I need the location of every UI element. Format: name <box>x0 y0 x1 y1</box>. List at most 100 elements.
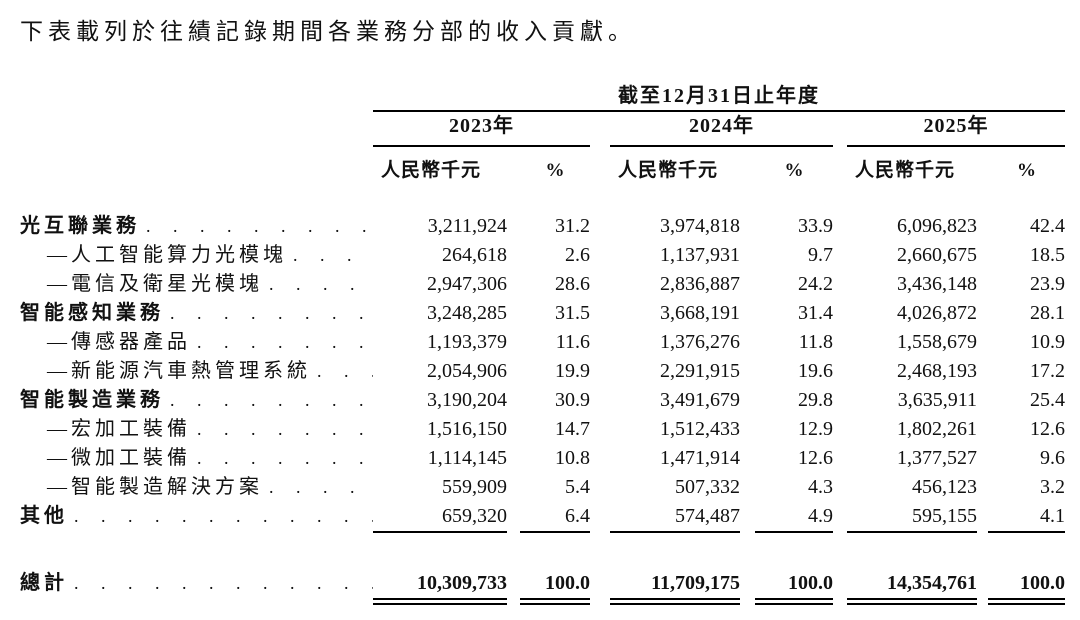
total-percent-2023: 100.0 <box>520 569 590 605</box>
unit-label-2024: 人民幣千元 <box>618 160 719 181</box>
percent-2024: 4.9 <box>755 502 833 533</box>
row-label-cell: 其他 <box>20 502 373 533</box>
total-amount-2025: 14,354,761 <box>847 569 977 605</box>
percent-2023: 5.4 <box>565 476 590 498</box>
percent-label-2025: % <box>1017 160 1036 181</box>
unit-label-2025: 人民幣千元 <box>855 160 956 181</box>
percent-2024: 33.9 <box>798 215 833 237</box>
amount-2025: 1,377,527 <box>897 447 977 469</box>
row-label-cell: —宏加工裝備 <box>20 415 373 444</box>
amount-2024: 507,332 <box>675 476 740 498</box>
leader-dots <box>146 212 373 241</box>
amount-2023: 1,516,150 <box>427 418 507 440</box>
row-label-text: 智能製造業務 <box>20 389 164 411</box>
amount-2024: 3,491,679 <box>660 389 740 411</box>
row-label-cell: 智能感知業務 <box>20 299 373 328</box>
amount-2023: 3,248,285 <box>427 302 507 324</box>
percent-2024: 24.2 <box>798 273 833 295</box>
total-amount-2023: 10,309,733 <box>373 569 507 605</box>
table-row: 智能製造業務 3,190,204 30.9 3,491,679 29.8 3,6… <box>20 386 1065 415</box>
row-label-cell: 光互聯業務 <box>20 212 373 241</box>
row-label-cell: 智能製造業務 <box>20 386 373 415</box>
percent-2025: 18.5 <box>1030 244 1065 266</box>
percent-2025: 10.9 <box>1030 331 1065 353</box>
amount-2025: 1,558,679 <box>897 331 977 353</box>
amount-2024: 1,376,276 <box>660 331 740 353</box>
amount-2025: 2,660,675 <box>897 244 977 266</box>
percent-2023: 6.4 <box>520 502 590 533</box>
table-row: —智能製造解決方案 559,909 5.4 507,332 4.3 456,12… <box>20 473 1065 502</box>
row-label-cell: —微加工裝備 <box>20 444 373 473</box>
leader-dots <box>293 241 373 270</box>
row-label-text: —人工智能算力光模塊 <box>47 244 287 266</box>
table-row: 光互聯業務 3,211,924 31.2 3,974,818 33.9 6,09… <box>20 212 1065 241</box>
leader-dots <box>269 270 373 299</box>
leader-dots <box>170 386 373 415</box>
amount-2025: 4,026,872 <box>897 302 977 324</box>
percent-2024: 19.6 <box>798 360 833 382</box>
amount-2025: 1,802,261 <box>897 418 977 440</box>
percent-2024: 4.3 <box>808 476 833 498</box>
amount-2024: 2,291,915 <box>660 360 740 382</box>
amount-2024: 3,668,191 <box>660 302 740 324</box>
year-header-row: 2023年 2024年 2025年 <box>20 112 1065 147</box>
percent-2025: 42.4 <box>1030 215 1065 237</box>
leader-dots <box>197 444 373 473</box>
total-label-cell: 總計 <box>20 569 373 605</box>
period-header-row: 截至12月31日止年度 <box>20 84 1065 112</box>
row-label-text: —傳感器產品 <box>47 331 191 353</box>
row-label-text: —微加工裝備 <box>47 447 191 469</box>
table-row: —電信及衛星光模塊 2,947,306 28.6 2,836,887 24.2 … <box>20 270 1065 299</box>
percent-2025: 28.1 <box>1030 302 1065 324</box>
row-label-text: 光互聯業務 <box>20 215 140 237</box>
percent-2023: 31.5 <box>555 302 590 324</box>
percent-2023: 2.6 <box>565 244 590 266</box>
amount-2024: 3,974,818 <box>660 215 740 237</box>
percent-2025: 23.9 <box>1030 273 1065 295</box>
table-row: —傳感器產品 1,193,379 11.6 1,376,276 11.8 1,5… <box>20 328 1065 357</box>
percent-2023: 19.9 <box>555 360 590 382</box>
percent-2024: 9.7 <box>808 244 833 266</box>
percent-2024: 12.9 <box>798 418 833 440</box>
year-header-2024: 2024年 <box>610 112 833 147</box>
period-header: 截至12月31日止年度 <box>373 84 1065 112</box>
total-percent-2024: 100.0 <box>755 569 833 605</box>
row-label-text: —電信及衛星光模塊 <box>47 273 263 295</box>
amount-2025: 3,436,148 <box>897 273 977 295</box>
amount-2025: 6,096,823 <box>897 215 977 237</box>
percent-2023: 14.7 <box>555 418 590 440</box>
row-label-cell: —新能源汽車熱管理系統 <box>20 357 373 386</box>
percent-2025: 12.6 <box>1030 418 1065 440</box>
row-label-text: —新能源汽車熱管理系統 <box>47 360 311 382</box>
total-amount-2024: 11,709,175 <box>610 569 740 605</box>
amount-2024: 1,471,914 <box>660 447 740 469</box>
amount-2025: 595,155 <box>847 502 977 533</box>
amount-2023: 2,947,306 <box>427 273 507 295</box>
amount-2023: 3,211,924 <box>427 215 507 237</box>
intro-text: 下表載列於往績記錄期間各業務分部的收入貢獻。 <box>20 19 636 44</box>
table-row: —宏加工裝備 1,516,150 14.7 1,512,433 12.9 1,8… <box>20 415 1065 444</box>
total-percent-2025: 100.0 <box>988 569 1065 605</box>
amount-2024: 1,137,931 <box>660 244 740 266</box>
leader-dots <box>269 473 373 502</box>
header-body-spacer <box>20 183 1065 212</box>
table-row: —人工智能算力光模塊 264,618 2.6 1,137,931 9.7 2,6… <box>20 241 1065 270</box>
table-row: 其他 659,320 6.4 574,487 4.9 595,155 4.1 <box>20 502 1065 533</box>
unit-label-2023: 人民幣千元 <box>381 160 482 181</box>
leader-dots <box>74 569 373 598</box>
row-label-text: 其他 <box>20 505 68 527</box>
row-label-cell: —傳感器產品 <box>20 328 373 357</box>
total-row: 總計 10,309,733 100.0 11,709,175 100.0 14,… <box>20 569 1065 605</box>
amount-2023: 3,190,204 <box>427 389 507 411</box>
body-total-spacer <box>20 531 1065 569</box>
row-label-text: —智能製造解決方案 <box>47 476 263 498</box>
percent-2025: 9.6 <box>1040 447 1065 469</box>
row-label-cell: —電信及衛星光模塊 <box>20 270 373 299</box>
percent-2023: 31.2 <box>555 215 590 237</box>
amount-2024: 574,487 <box>610 502 740 533</box>
leader-dots <box>197 328 373 357</box>
row-label-cell: —人工智能算力光模塊 <box>20 241 373 270</box>
percent-2024: 11.8 <box>798 331 833 353</box>
percent-2025: 4.1 <box>988 502 1065 533</box>
percent-2024: 31.4 <box>798 302 833 324</box>
